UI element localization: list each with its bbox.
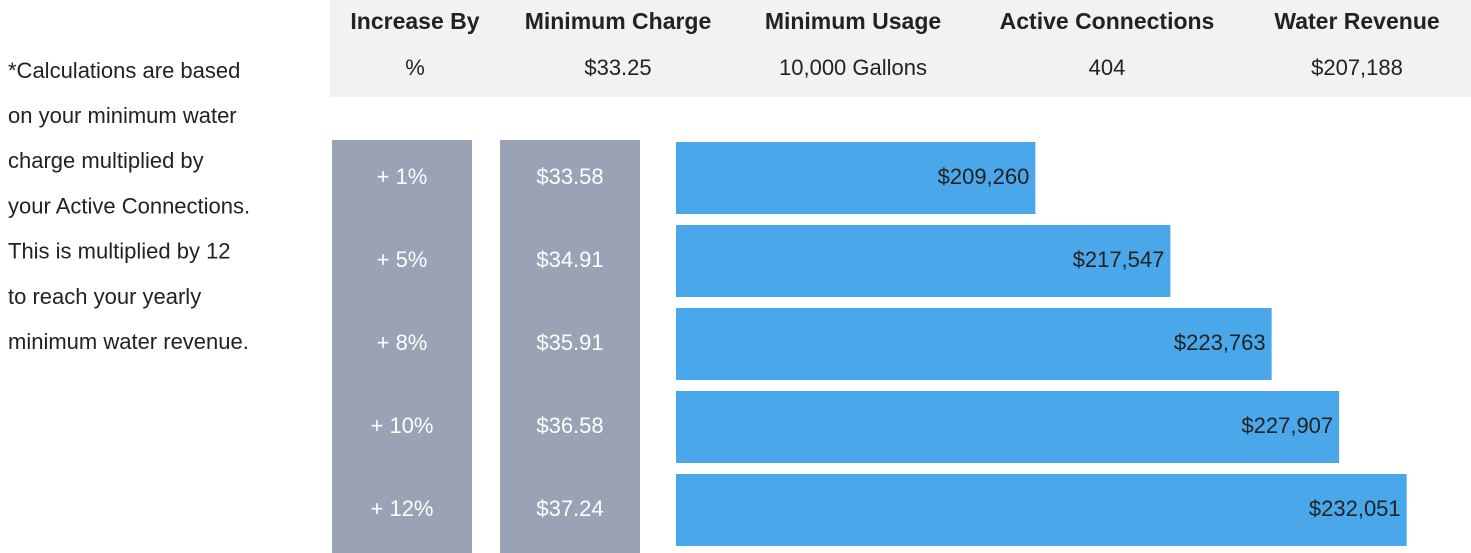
header-band <box>330 0 1471 97</box>
column-header: Minimum Charge <box>525 8 712 34</box>
column-header: Active Connections <box>1000 8 1215 34</box>
value-label: $223,763 <box>1174 330 1266 355</box>
header-value: $33.25 <box>584 55 651 80</box>
minimum-charge: $36.58 <box>536 413 603 438</box>
increase-column <box>332 140 472 553</box>
charge-column <box>500 140 640 553</box>
minimum-charge: $33.58 <box>536 164 603 189</box>
note-line: charge multiplied by <box>8 148 204 173</box>
minimum-charge: $37.24 <box>536 496 603 521</box>
category-label: + 5% <box>377 247 428 272</box>
bar <box>676 225 1171 297</box>
note-line: to reach your yearly <box>8 284 201 309</box>
bar <box>676 308 1272 380</box>
note-line: your Active Connections. <box>8 193 250 218</box>
category-label: + 1% <box>377 164 428 189</box>
value-label: $209,260 <box>938 164 1030 189</box>
category-label: + 12% <box>371 496 434 521</box>
column-header: Increase By <box>350 8 479 34</box>
bar <box>676 142 1036 214</box>
column-header: Minimum Usage <box>765 8 941 34</box>
value-label: $227,907 <box>1241 413 1333 438</box>
header-value: % <box>405 55 425 80</box>
note-line: This is multiplied by 12 <box>8 239 231 264</box>
bar <box>676 391 1340 463</box>
header-value: 10,000 Gallons <box>779 55 927 80</box>
minimum-charge: $34.91 <box>536 247 603 272</box>
note-line: minimum water revenue. <box>8 329 249 354</box>
note-line: on your minimum water <box>8 103 237 128</box>
bar <box>676 474 1407 546</box>
column-header: Water Revenue <box>1274 8 1439 34</box>
header-value: 404 <box>1089 55 1126 80</box>
category-label: + 8% <box>377 330 428 355</box>
value-label: $232,051 <box>1309 496 1401 521</box>
header-value: $207,188 <box>1311 55 1403 80</box>
note-line: *Calculations are based <box>8 58 240 83</box>
minimum-charge: $35.91 <box>536 330 603 355</box>
category-label: + 10% <box>371 413 434 438</box>
value-label: $217,547 <box>1073 247 1165 272</box>
